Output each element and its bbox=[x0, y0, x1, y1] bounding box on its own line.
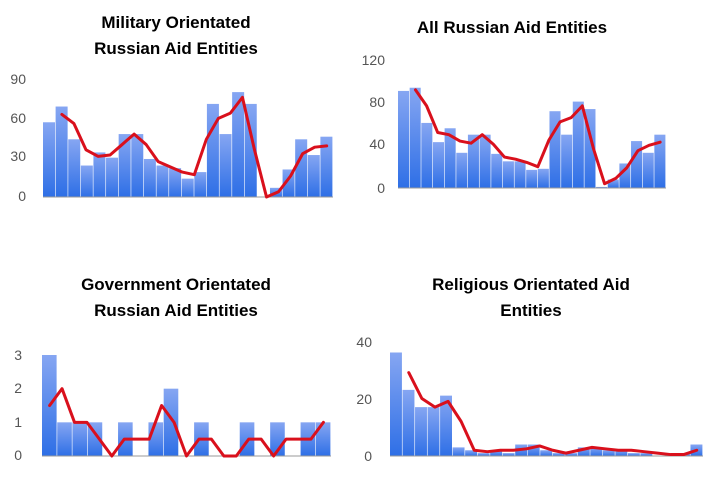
y-tick-label: 1 bbox=[14, 414, 22, 430]
bar bbox=[607, 179, 619, 188]
bar bbox=[244, 103, 257, 197]
bar bbox=[169, 168, 182, 197]
bar bbox=[615, 450, 628, 456]
bar bbox=[467, 134, 479, 188]
bar bbox=[537, 168, 549, 188]
bar bbox=[219, 134, 232, 197]
bar bbox=[549, 111, 561, 188]
bar bbox=[444, 128, 456, 188]
bar bbox=[584, 109, 596, 188]
chart-title-line: All Russian Aid Entities bbox=[417, 18, 607, 37]
bar bbox=[590, 447, 603, 457]
bar bbox=[527, 444, 540, 456]
y-tick-label: 0 bbox=[18, 188, 26, 204]
bar bbox=[490, 450, 503, 456]
bar bbox=[540, 450, 553, 456]
chart-title-line: Military Orientated bbox=[101, 13, 250, 32]
bar bbox=[440, 395, 452, 457]
chart-title-line: Russian Aid Entities bbox=[94, 39, 258, 58]
bar bbox=[72, 422, 88, 456]
y-tick-label: 40 bbox=[356, 334, 372, 350]
chart-all-russian: All Russian Aid Entities 120 80 40 0 bbox=[362, 18, 666, 196]
bar bbox=[43, 122, 56, 197]
y-tick-label: 60 bbox=[10, 110, 26, 126]
bar bbox=[232, 92, 245, 197]
bar bbox=[106, 157, 119, 197]
y-tick-label: 120 bbox=[362, 52, 386, 68]
bar bbox=[491, 153, 503, 188]
chart-religious-orientated: Religious Orientated Aid Entities 40 20 … bbox=[356, 275, 703, 464]
y-tick-label: 0 bbox=[377, 180, 385, 196]
bar bbox=[55, 106, 68, 197]
bar bbox=[80, 165, 93, 197]
bar bbox=[87, 422, 103, 456]
bar bbox=[642, 152, 654, 188]
bar bbox=[156, 165, 169, 197]
bar bbox=[561, 134, 573, 188]
y-tick-label: 90 bbox=[10, 71, 26, 87]
bar bbox=[465, 450, 478, 456]
bar bbox=[654, 134, 666, 188]
bar bbox=[68, 139, 81, 197]
y-tick-label: 3 bbox=[14, 347, 22, 363]
trend-line bbox=[48, 387, 325, 458]
bar bbox=[631, 141, 643, 188]
bar bbox=[93, 152, 106, 197]
bar bbox=[181, 178, 194, 197]
bar bbox=[565, 453, 578, 457]
y-tick-label: 40 bbox=[369, 136, 385, 152]
trend-line bbox=[413, 88, 662, 186]
bar bbox=[320, 136, 333, 197]
bar bbox=[456, 152, 468, 188]
bar bbox=[307, 155, 320, 197]
bar bbox=[596, 186, 608, 188]
bar bbox=[118, 134, 131, 197]
bar bbox=[390, 352, 402, 456]
bar bbox=[315, 422, 331, 456]
bar bbox=[479, 134, 491, 188]
bar bbox=[206, 103, 219, 197]
bar bbox=[602, 450, 615, 456]
bar bbox=[402, 389, 415, 457]
bar bbox=[477, 453, 490, 457]
chart-title-line: Religious Orientated Aid bbox=[432, 275, 630, 294]
chart-military-orientated: Military Orientated Russian Aid Entities… bbox=[10, 13, 333, 204]
bar bbox=[398, 90, 410, 188]
bar bbox=[409, 87, 421, 188]
chart-title-line: Government Orientated bbox=[81, 275, 271, 294]
y-tick-label: 80 bbox=[369, 94, 385, 110]
bar bbox=[640, 453, 653, 457]
bar bbox=[552, 453, 565, 457]
bar bbox=[452, 447, 465, 457]
bar bbox=[526, 169, 538, 188]
bar bbox=[421, 122, 433, 188]
bar bbox=[163, 388, 179, 456]
bar bbox=[131, 134, 144, 197]
trend-line bbox=[60, 95, 329, 199]
bar bbox=[57, 422, 72, 456]
bar bbox=[619, 163, 631, 188]
trend-line bbox=[407, 371, 699, 457]
chart-title-line: Entities bbox=[500, 301, 561, 320]
bar bbox=[194, 172, 207, 197]
y-tick-label: 30 bbox=[10, 148, 26, 164]
y-tick-label: 0 bbox=[364, 448, 372, 464]
y-tick-label: 20 bbox=[356, 391, 372, 407]
chart-government-orientated: Government Orientated Russian Aid Entiti… bbox=[14, 275, 331, 463]
bar bbox=[432, 142, 445, 188]
bar bbox=[514, 161, 526, 188]
bar bbox=[415, 407, 427, 457]
bar bbox=[295, 139, 308, 197]
bar bbox=[577, 447, 590, 457]
bar bbox=[502, 161, 514, 188]
chart-title-line: Russian Aid Entities bbox=[94, 301, 258, 320]
bar bbox=[627, 453, 640, 457]
bar bbox=[143, 158, 156, 197]
y-tick-label: 2 bbox=[14, 380, 22, 396]
y-tick-label: 0 bbox=[14, 447, 22, 463]
bar bbox=[572, 101, 584, 188]
bar bbox=[502, 453, 515, 457]
bar bbox=[427, 407, 440, 457]
